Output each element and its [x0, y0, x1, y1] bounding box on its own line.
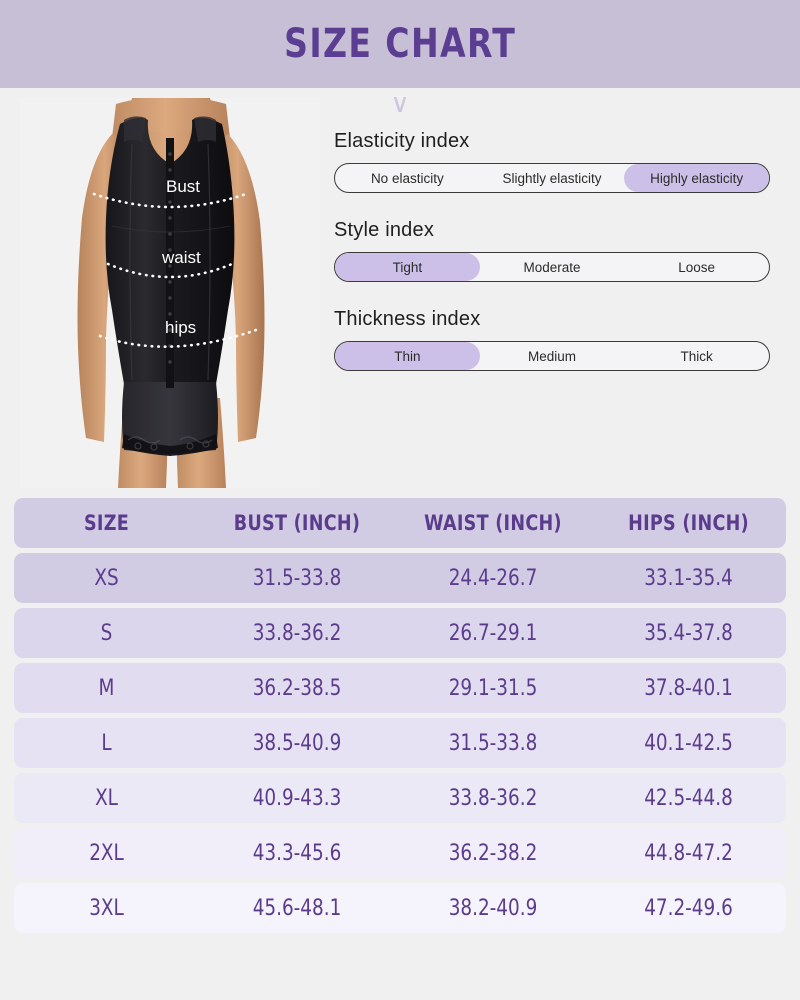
- thickness-option-thin[interactable]: Thin: [335, 342, 480, 370]
- cell-measure: 33.8-36.2: [448, 785, 538, 811]
- elasticity-index-bar[interactable]: No elasticity Slightly elasticity Highly…: [334, 163, 770, 193]
- cell-measure: 31.5-33.8: [448, 730, 538, 756]
- table-row: XS 31.5-33.8 24.4-26.7 33.1-35.4: [14, 553, 786, 603]
- cell-measure: 36.2-38.5: [252, 675, 342, 701]
- page-header: SIZE CHART: [0, 0, 800, 88]
- cell-measure: 33.1-35.4: [644, 565, 733, 591]
- cell-size: 2XL: [89, 840, 124, 866]
- thickness-option-medium[interactable]: Medium: [528, 348, 577, 364]
- thickness-option-thick[interactable]: Thick: [680, 348, 713, 364]
- style-index-bar[interactable]: Tight Moderate Loose: [334, 252, 770, 282]
- elasticity-index-block: Elasticity index No elasticity Slightly …: [334, 130, 770, 193]
- style-option-tight[interactable]: Tight: [335, 253, 480, 281]
- elasticity-index-label: Elasticity index: [334, 130, 470, 152]
- cell-measure: 38.5-40.9: [252, 730, 342, 756]
- thickness-index-label: Thickness index: [334, 308, 481, 330]
- table-row: S 33.8-36.2 26.7-29.1 35.4-37.8: [14, 608, 786, 658]
- cell-measure: 31.5-33.8: [252, 565, 342, 591]
- product-photo: Bust waist hips: [20, 98, 320, 488]
- cell-measure: 36.2-38.2: [448, 840, 538, 866]
- table-row: M 36.2-38.5 29.1-31.5 37.8-40.1: [14, 663, 786, 713]
- elasticity-option-no[interactable]: No elasticity: [370, 170, 444, 186]
- column-header-waist: WAIST (INCH): [424, 511, 562, 535]
- table-body: XS 31.5-33.8 24.4-26.7 33.1-35.4 S 33.8-36.2 2…: [14, 553, 786, 933]
- elasticity-option-highly[interactable]: Highly elasticity: [624, 164, 769, 192]
- cell-size: L: [101, 730, 112, 756]
- column-header-size: SIZE: [83, 511, 130, 535]
- page-title: SIZE CHART: [283, 21, 517, 67]
- cell-measure: 35.4-37.8: [644, 620, 733, 646]
- cell-size: XL: [95, 785, 118, 811]
- cell-measure: 37.8-40.1: [644, 675, 733, 701]
- style-index-block: Style index Tight Moderate Loose: [334, 219, 770, 282]
- size-table: SIZE BUST (INCH) WAIST (INCH) HIPS (INCH…: [14, 498, 786, 933]
- cell-measure: 43.3-45.6: [252, 840, 342, 866]
- thickness-index-bar[interactable]: Thin Medium Thick: [334, 341, 770, 371]
- cell-measure: 38.2-40.9: [448, 895, 538, 921]
- cell-measure: 40.9-43.3: [252, 785, 342, 811]
- cell-measure: 42.5-44.8: [644, 785, 733, 811]
- style-option-moderate[interactable]: Moderate: [523, 259, 581, 275]
- cell-size: 3XL: [89, 895, 124, 921]
- thickness-index-block: Thickness index Thin Medium Thick: [334, 308, 770, 371]
- product-photo-illustration: Bust waist hips: [20, 98, 320, 488]
- column-header-hips: HIPS (INCH): [628, 511, 749, 535]
- table-row: 3XL 45.6-48.1 38.2-40.9 47.2-49.6: [14, 883, 786, 933]
- cell-measure: 29.1-31.5: [448, 675, 538, 701]
- cell-measure: 24.4-26.7: [448, 565, 538, 591]
- style-option-loose[interactable]: Loose: [678, 259, 716, 275]
- measurement-label-waist: waist: [161, 248, 201, 267]
- cell-measure: 40.1-42.5: [644, 730, 733, 756]
- cell-measure: 47.2-49.6: [644, 895, 733, 921]
- cell-size: M: [98, 675, 115, 701]
- cell-measure: 26.7-29.1: [448, 620, 538, 646]
- index-panel: Elasticity index No elasticity Slightly …: [334, 130, 770, 371]
- table-row: XL 40.9-43.3 33.8-36.2 42.5-44.8: [14, 773, 786, 823]
- measurement-label-hips: hips: [165, 318, 196, 337]
- table-row: 2XL 43.3-45.6 36.2-38.2 44.8-47.2: [14, 828, 786, 878]
- measurement-label-bust: Bust: [166, 177, 200, 196]
- cell-measure: 45.6-48.1: [252, 895, 342, 921]
- column-header-bust: BUST (INCH): [233, 511, 361, 535]
- style-index-label: Style index: [334, 219, 435, 241]
- table-header-row: SIZE BUST (INCH) WAIST (INCH) HIPS (INCH…: [14, 498, 786, 548]
- elasticity-option-slightly[interactable]: Slightly elasticity: [502, 170, 602, 186]
- cell-size: XS: [94, 565, 119, 591]
- cell-measure: 33.8-36.2: [252, 620, 342, 646]
- cell-measure: 44.8-47.2: [644, 840, 733, 866]
- cell-size: S: [100, 620, 113, 646]
- table-row: L 38.5-40.9 31.5-33.8 40.1-42.5: [14, 718, 786, 768]
- chevron-down-icon: ∨: [390, 88, 410, 118]
